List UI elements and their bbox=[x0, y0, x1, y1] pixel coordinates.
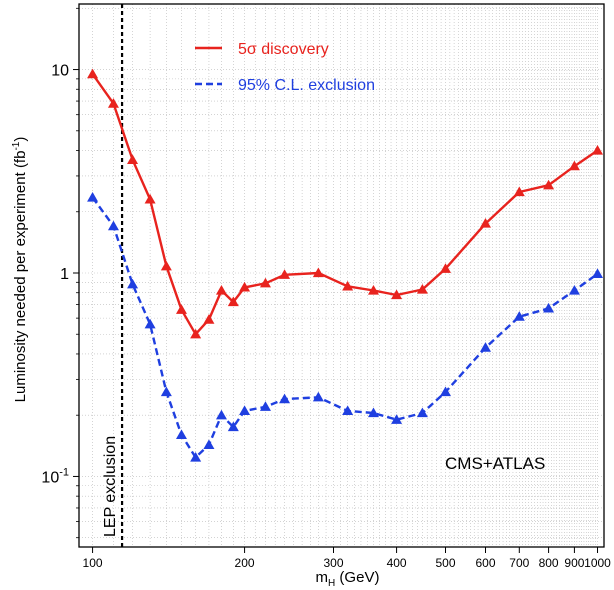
y-axis-title: Luminosity needed per experiment (fb-1) bbox=[11, 137, 29, 403]
lep-exclusion: LEP exclusion bbox=[102, 4, 124, 547]
data-point-marker bbox=[592, 268, 604, 279]
data-point-marker bbox=[416, 407, 428, 418]
data-point-marker bbox=[391, 289, 403, 300]
x-tick-label: 900 bbox=[564, 556, 584, 570]
series-line bbox=[91, 73, 599, 336]
x-tick-label: 100 bbox=[83, 556, 103, 570]
data-point-marker bbox=[190, 451, 202, 462]
experiment-label: CMS+ATLAS bbox=[445, 454, 545, 473]
x-tick-label: 300 bbox=[323, 556, 343, 570]
legend-label-discovery: 5σ discovery bbox=[238, 41, 329, 58]
y-tick-label: 10-1 bbox=[41, 466, 69, 486]
data-point-marker bbox=[144, 318, 156, 329]
x-axis-title: mH (GeV) bbox=[316, 569, 380, 589]
x-tick-label: 700 bbox=[509, 556, 529, 570]
data-point-marker bbox=[215, 285, 227, 295]
data-point-marker bbox=[279, 269, 291, 279]
series-discovery bbox=[87, 68, 604, 339]
data-point-marker bbox=[416, 283, 428, 294]
y-tick-label: 1 bbox=[60, 266, 69, 283]
x-tick-label: 1000 bbox=[584, 556, 611, 570]
series-line bbox=[91, 196, 599, 459]
data-point-marker bbox=[227, 296, 239, 307]
data-point-marker bbox=[160, 260, 172, 271]
data-point-marker bbox=[259, 277, 271, 288]
series-exclusion bbox=[87, 192, 604, 462]
data-point-marker bbox=[87, 192, 99, 202]
data-point-marker bbox=[203, 439, 215, 449]
data-point-marker bbox=[160, 386, 172, 397]
data-point-marker bbox=[479, 218, 491, 228]
data-point-marker bbox=[190, 328, 202, 339]
data-point-marker bbox=[215, 409, 227, 420]
data-point-marker bbox=[543, 179, 555, 190]
y-tick-label: 10 bbox=[51, 63, 69, 80]
data-point-marker bbox=[239, 281, 251, 292]
plot-frame bbox=[78, 3, 605, 548]
data-point-marker bbox=[259, 401, 271, 411]
data-point-marker bbox=[513, 186, 525, 197]
x-ticks: 100 200 300 400 500 600 700 800 900 1000 bbox=[83, 547, 611, 570]
data-point-marker bbox=[342, 405, 354, 416]
data-point-marker bbox=[312, 391, 324, 402]
data-point-marker bbox=[87, 68, 99, 79]
data-point-marker bbox=[279, 393, 291, 404]
series bbox=[87, 68, 604, 462]
data-point-marker bbox=[144, 193, 156, 204]
data-point-marker bbox=[312, 267, 324, 278]
data-point-marker bbox=[342, 280, 354, 291]
data-point-marker bbox=[513, 311, 525, 321]
data-point-marker bbox=[391, 414, 403, 424]
x-tick-label: 400 bbox=[387, 556, 407, 570]
data-point-marker bbox=[543, 302, 555, 313]
x-tick-label: 200 bbox=[235, 556, 255, 570]
data-point-marker bbox=[440, 263, 452, 273]
data-point-marker bbox=[367, 407, 379, 418]
grid bbox=[79, 4, 604, 547]
data-point-marker bbox=[107, 220, 119, 231]
data-point-marker bbox=[568, 160, 580, 171]
data-point-marker bbox=[227, 421, 239, 432]
data-point-marker bbox=[440, 386, 452, 397]
data-point-marker bbox=[203, 314, 215, 324]
legend-label-exclusion: 95% C.L. exclusion bbox=[238, 77, 375, 94]
data-point-marker bbox=[107, 98, 119, 108]
data-point-marker bbox=[239, 405, 251, 416]
legend: 5σ discovery 95% C.L. exclusion bbox=[195, 41, 375, 94]
data-point-marker bbox=[592, 145, 604, 155]
data-point-marker bbox=[568, 285, 580, 295]
data-point-marker bbox=[479, 342, 491, 352]
data-point-marker bbox=[175, 304, 187, 314]
data-point-marker bbox=[175, 429, 187, 440]
data-point-marker bbox=[127, 154, 139, 164]
x-tick-label: 500 bbox=[435, 556, 455, 570]
lep-exclusion-label: LEP exclusion bbox=[102, 436, 119, 537]
data-point-marker bbox=[367, 285, 379, 295]
x-tick-label: 800 bbox=[539, 556, 559, 570]
data-point-marker bbox=[127, 278, 139, 289]
y-ticks: 10 1 10-1 bbox=[41, 7, 79, 539]
x-tick-label: 600 bbox=[475, 556, 495, 570]
